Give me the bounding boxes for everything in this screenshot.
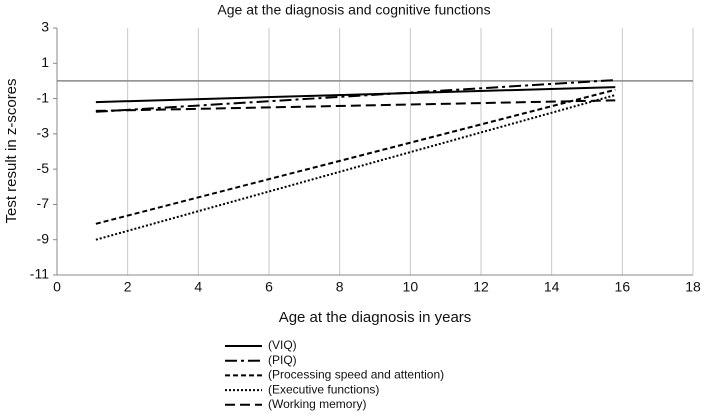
x-tick-label: 16 [615, 279, 631, 295]
series-line [95, 79, 616, 113]
x-tick-label: 4 [194, 279, 202, 295]
chart-title: Age at the diagnosis and cognitive funct… [217, 2, 490, 18]
series-line [95, 99, 616, 112]
x-tick-label: 8 [336, 279, 344, 295]
y-tick-label: -11 [30, 266, 49, 282]
y-tick-label: -1 [37, 89, 50, 105]
y-tick-label: -3 [37, 125, 50, 141]
legend-label: (VIQ) [268, 338, 297, 352]
x-tick-label: 0 [53, 279, 61, 295]
legend-label: (PIQ) [268, 353, 297, 367]
legend-label: (Executive functions) [268, 382, 379, 396]
y-tick-label: -5 [37, 160, 50, 176]
y-tick-label: -7 [37, 195, 50, 211]
legend-label: (Working memory) [268, 397, 366, 411]
x-tick-label: 12 [473, 279, 489, 295]
y-tick-label: 1 [41, 54, 49, 70]
y-tick-label: -9 [37, 230, 50, 246]
x-axis-label: Age at the diagnosis in years [279, 309, 472, 326]
series-line [95, 88, 616, 225]
x-tick-label: 18 [685, 279, 701, 295]
y-axis-label: Test result in z-scores [3, 78, 20, 223]
y-tick-label: 3 [41, 19, 49, 35]
series-line [95, 94, 616, 241]
x-tick-label: 2 [124, 279, 132, 295]
series-line [95, 86, 616, 104]
x-tick-label: 6 [265, 279, 273, 295]
legend-label: (Processing speed and attention) [268, 368, 444, 382]
x-tick-label: 14 [544, 279, 560, 295]
x-tick-label: 10 [403, 279, 419, 295]
